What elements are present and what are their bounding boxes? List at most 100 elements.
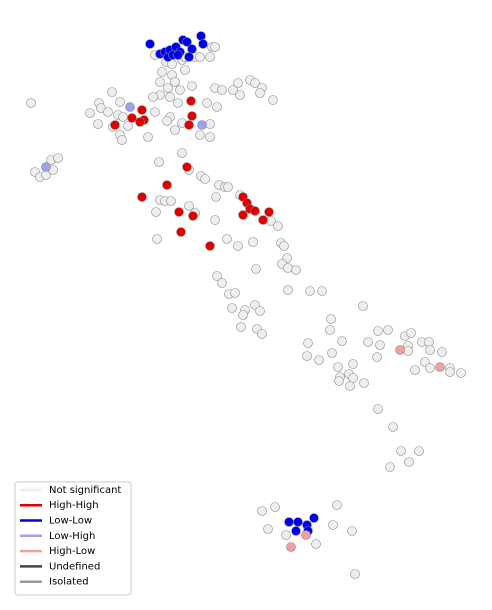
region-point — [286, 542, 296, 552]
region-point — [166, 196, 176, 206]
region-point — [165, 92, 175, 102]
region-point — [333, 362, 343, 372]
region-point — [424, 337, 434, 347]
region-point — [359, 378, 369, 388]
region-point — [187, 81, 197, 91]
region-point — [348, 373, 358, 383]
region-point — [414, 446, 424, 456]
region-point — [350, 569, 360, 579]
region-point — [251, 264, 261, 274]
region-point — [291, 265, 301, 275]
region-point — [155, 77, 165, 87]
region-point — [118, 112, 128, 122]
region-point — [93, 119, 103, 129]
legend-label: Low-High — [49, 531, 95, 542]
region-point — [205, 52, 215, 62]
region-point — [325, 325, 335, 335]
region-point — [238, 310, 248, 320]
region-point — [233, 78, 243, 88]
region-point — [175, 85, 185, 95]
region-point — [328, 520, 338, 530]
region-point — [187, 111, 197, 121]
region-point — [406, 328, 416, 338]
region-point — [180, 65, 190, 75]
region-point — [162, 180, 172, 190]
region-point — [163, 83, 173, 93]
region-point — [250, 78, 260, 88]
region-point — [263, 524, 273, 534]
region-point — [188, 211, 198, 221]
region-point — [205, 132, 215, 142]
region-point — [115, 97, 125, 107]
region-point — [107, 87, 117, 97]
region-point — [145, 39, 155, 49]
region-point — [404, 457, 414, 467]
region-point — [348, 359, 358, 369]
region-point — [255, 88, 265, 98]
region-point — [456, 368, 466, 378]
region-point — [383, 325, 393, 335]
region-point — [334, 376, 344, 386]
region-point — [283, 285, 293, 295]
legend: Not significant High-High Low-Low Low-High H… — [14, 481, 132, 596]
legend-box — [14, 481, 132, 596]
region-point — [258, 215, 268, 225]
region-point — [385, 462, 395, 472]
region-point — [345, 381, 355, 391]
region-point — [257, 329, 267, 339]
region-point — [305, 286, 315, 296]
region-point — [217, 85, 227, 95]
region-point — [41, 162, 51, 172]
region-point — [317, 286, 327, 296]
legend-label: Undefined — [49, 561, 100, 572]
region-point — [250, 206, 260, 216]
region-point — [197, 120, 207, 130]
region-point — [152, 234, 162, 244]
region-point — [170, 125, 180, 135]
region-point — [257, 506, 267, 516]
region-point — [435, 362, 445, 372]
region-point — [314, 355, 324, 365]
region-point — [268, 95, 278, 105]
region-point — [174, 207, 184, 217]
region-point — [173, 50, 183, 60]
region-point — [196, 31, 206, 41]
region-point — [137, 192, 147, 202]
region-point — [248, 237, 258, 247]
region-point — [173, 98, 183, 108]
region-point — [291, 526, 301, 536]
region-point — [327, 348, 337, 358]
region-point — [337, 336, 347, 346]
region-point — [396, 446, 406, 456]
region-point — [264, 207, 274, 217]
region-point — [373, 326, 383, 336]
region-point — [273, 221, 283, 231]
region-point — [228, 85, 238, 95]
region-point — [372, 352, 382, 362]
region-point — [309, 513, 319, 523]
region-point — [281, 530, 291, 540]
region-point — [135, 117, 145, 127]
region-point — [157, 67, 167, 77]
region-point — [117, 135, 127, 145]
region-point — [184, 201, 194, 211]
region-point — [217, 278, 227, 288]
region-point — [235, 90, 245, 100]
region-point — [103, 107, 113, 117]
region-point — [26, 98, 36, 108]
region-point — [425, 363, 435, 373]
region-point — [162, 116, 172, 126]
region-point — [363, 337, 373, 347]
region-point — [284, 517, 294, 527]
region-point — [210, 215, 220, 225]
region-point — [195, 130, 205, 140]
legend-label: Low-Low — [49, 516, 92, 527]
region-point — [270, 502, 280, 512]
region-point — [403, 346, 413, 356]
region-point — [176, 227, 186, 237]
region-point — [53, 153, 63, 163]
region-point — [375, 340, 385, 350]
region-point — [230, 288, 240, 298]
